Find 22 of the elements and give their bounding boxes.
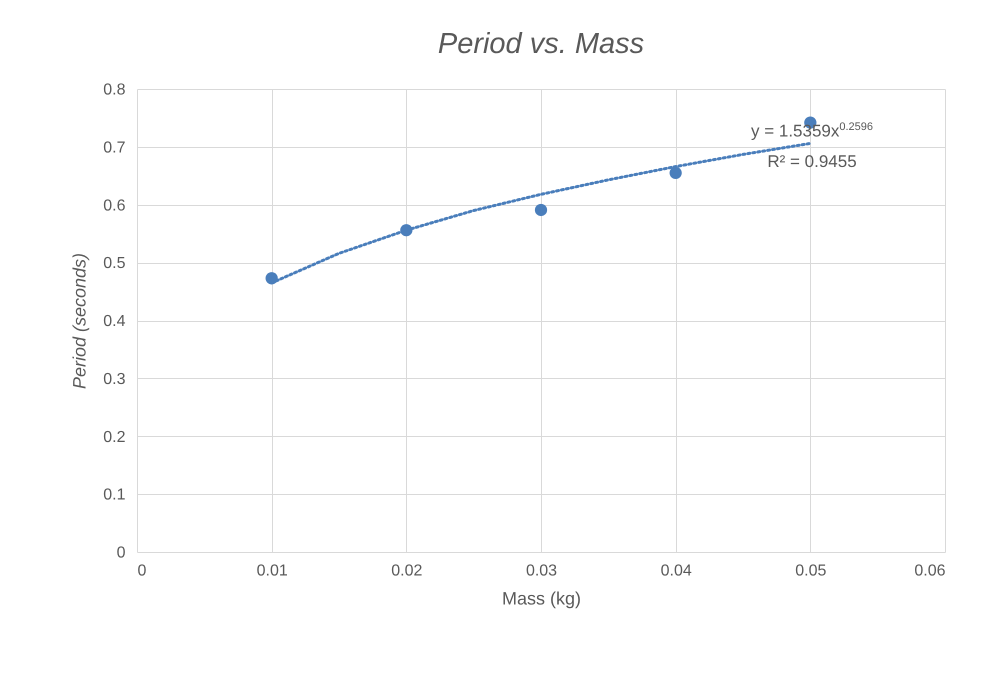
- y-axis-title: Period (seconds): [69, 252, 90, 390]
- point: [670, 166, 682, 180]
- x-tick-label: 0: [138, 562, 146, 580]
- x-tick-label: 0.01: [256, 562, 288, 580]
- y-tick-label: 0.7: [103, 139, 126, 156]
- y-tick-label: 0.5: [103, 255, 126, 272]
- y-tick-label: 0.2: [103, 428, 126, 446]
- y-tick-label: 0.1: [103, 486, 126, 504]
- y-tick-label: 0: [116, 544, 126, 562]
- x-tick-label: 0.02: [391, 562, 423, 580]
- x-tick-label: 0.04: [660, 562, 692, 580]
- y-tick-label: 0.8: [103, 82, 126, 98]
- y-tick-label: 0.3: [103, 370, 126, 388]
- y-tick-label: 0.6: [103, 197, 126, 214]
- fit-equation-note: y = 1.5359x$^{0.2596}$ R² = 0.9455: [751, 120, 874, 173]
- x-tick-label: 0.06: [914, 562, 946, 580]
- chart-title: Period vs. Mass: [438, 28, 644, 60]
- y-tick-label: 0.4: [103, 313, 126, 330]
- x-axis-title: Mass (kg): [502, 588, 582, 608]
- x-tick-label: 0.05: [795, 562, 827, 580]
- x-tick-label: 0.03: [526, 562, 558, 580]
- point: [534, 204, 548, 216]
